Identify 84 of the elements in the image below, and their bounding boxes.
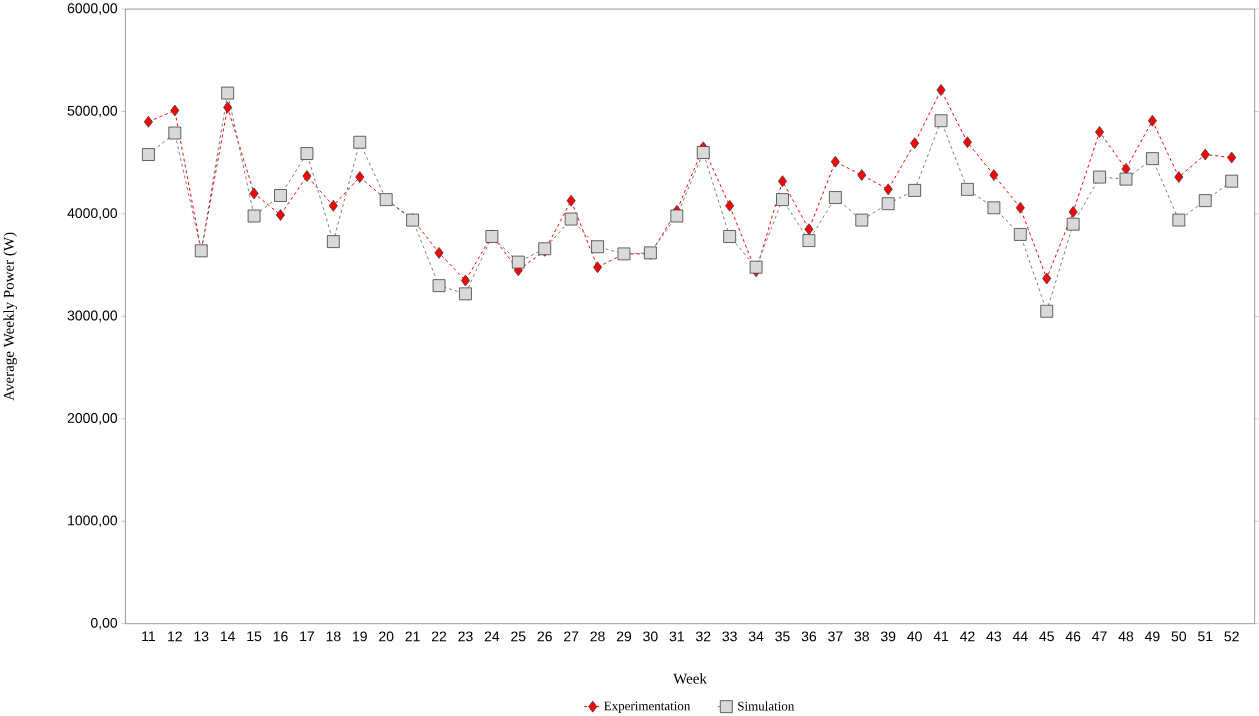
x-tick-label: 16 bbox=[273, 631, 288, 642]
legend-label: Simulation bbox=[738, 701, 795, 711]
point bbox=[434, 247, 444, 259]
x-tick-label: 40 bbox=[907, 631, 922, 642]
x-tick-label: 39 bbox=[880, 631, 896, 642]
x-tick-label: 43 bbox=[986, 631, 1002, 642]
x-tick-label: 22 bbox=[431, 631, 447, 642]
x-tick-label: 18 bbox=[326, 631, 341, 642]
y-axis-title: Average Weekly Power (W) bbox=[3, 232, 17, 401]
x-tick-label: 46 bbox=[1065, 631, 1081, 642]
x-tick-label: 33 bbox=[722, 631, 737, 642]
x-tick-label: 37 bbox=[828, 631, 843, 642]
point bbox=[355, 171, 365, 184]
x-axis-title: Week bbox=[673, 673, 707, 684]
point bbox=[989, 169, 999, 181]
point bbox=[1174, 171, 1184, 184]
x-tick-label: 48 bbox=[1118, 631, 1134, 642]
x-tick-label: 50 bbox=[1171, 631, 1187, 642]
x-tick-label: 13 bbox=[194, 631, 209, 642]
x-tick-label: 11 bbox=[142, 631, 155, 642]
x-tick-label: 52 bbox=[1224, 631, 1239, 642]
point bbox=[830, 155, 840, 168]
x-tick-label: 29 bbox=[616, 631, 632, 642]
point bbox=[460, 274, 470, 287]
point bbox=[1095, 126, 1105, 138]
x-tick-label: 15 bbox=[247, 631, 262, 642]
x-tick-label: 20 bbox=[379, 631, 394, 642]
x-tick-label: 44 bbox=[1012, 631, 1028, 642]
y-tick-label: 3000,00 bbox=[67, 310, 118, 323]
point bbox=[804, 223, 814, 236]
legend-label: Experimentation bbox=[604, 701, 691, 714]
point bbox=[857, 169, 867, 181]
point bbox=[170, 104, 180, 117]
x-tick-label: 38 bbox=[854, 631, 869, 642]
x-tick-label: 27 bbox=[564, 631, 579, 642]
x-tick-label: 30 bbox=[643, 631, 658, 642]
point bbox=[302, 170, 312, 183]
x-tick-label: 42 bbox=[960, 631, 975, 642]
y-tick-label: 1000,00 bbox=[68, 515, 118, 528]
point bbox=[1015, 201, 1025, 214]
point bbox=[275, 209, 286, 221]
x-tick-label: 14 bbox=[220, 631, 236, 642]
point bbox=[910, 137, 920, 150]
point bbox=[962, 136, 972, 149]
x-tick-label: 51 bbox=[1198, 631, 1213, 642]
x-tick-label: 26 bbox=[537, 631, 552, 642]
point bbox=[777, 175, 788, 188]
point bbox=[566, 194, 576, 207]
x-tick-label: 34 bbox=[748, 631, 764, 642]
y-tick-label: 0,00 bbox=[90, 617, 118, 630]
point bbox=[143, 115, 153, 128]
point bbox=[936, 84, 946, 96]
point bbox=[1042, 272, 1052, 285]
x-tick-label: 24 bbox=[484, 631, 500, 642]
x-tick-label: 23 bbox=[458, 631, 473, 642]
point bbox=[1068, 206, 1078, 218]
x-tick-label: 35 bbox=[775, 631, 790, 642]
x-tick-label: 25 bbox=[511, 631, 526, 642]
point bbox=[249, 187, 259, 200]
x-tick-label: 36 bbox=[801, 631, 817, 642]
y-tick-label: 6000,00 bbox=[67, 3, 118, 15]
point bbox=[328, 199, 338, 212]
x-tick-label: 28 bbox=[590, 631, 605, 642]
x-tick-label: 41 bbox=[933, 631, 949, 642]
point bbox=[593, 261, 603, 274]
point bbox=[1200, 148, 1210, 161]
x-tick-label: 32 bbox=[695, 631, 711, 642]
x-tick-label: 19 bbox=[353, 631, 367, 642]
x-tick-label: 31 bbox=[669, 631, 684, 642]
point bbox=[883, 183, 893, 196]
x-tick-label: 21 bbox=[405, 631, 420, 642]
point bbox=[1121, 163, 1131, 175]
x-tick-label: 12 bbox=[168, 631, 182, 642]
point bbox=[223, 101, 233, 114]
point bbox=[1147, 114, 1157, 127]
point bbox=[725, 199, 735, 212]
x-tick-label: 49 bbox=[1144, 631, 1160, 642]
y-tick-label: 5000,00 bbox=[67, 105, 118, 118]
x-tick-label: 47 bbox=[1092, 631, 1107, 642]
point bbox=[1227, 151, 1237, 164]
x-tick-label: 17 bbox=[300, 631, 314, 642]
y-tick-label: 4000,00 bbox=[67, 208, 118, 220]
y-tick-label: 2000,00 bbox=[67, 413, 118, 425]
x-tick-label: 45 bbox=[1039, 631, 1054, 642]
